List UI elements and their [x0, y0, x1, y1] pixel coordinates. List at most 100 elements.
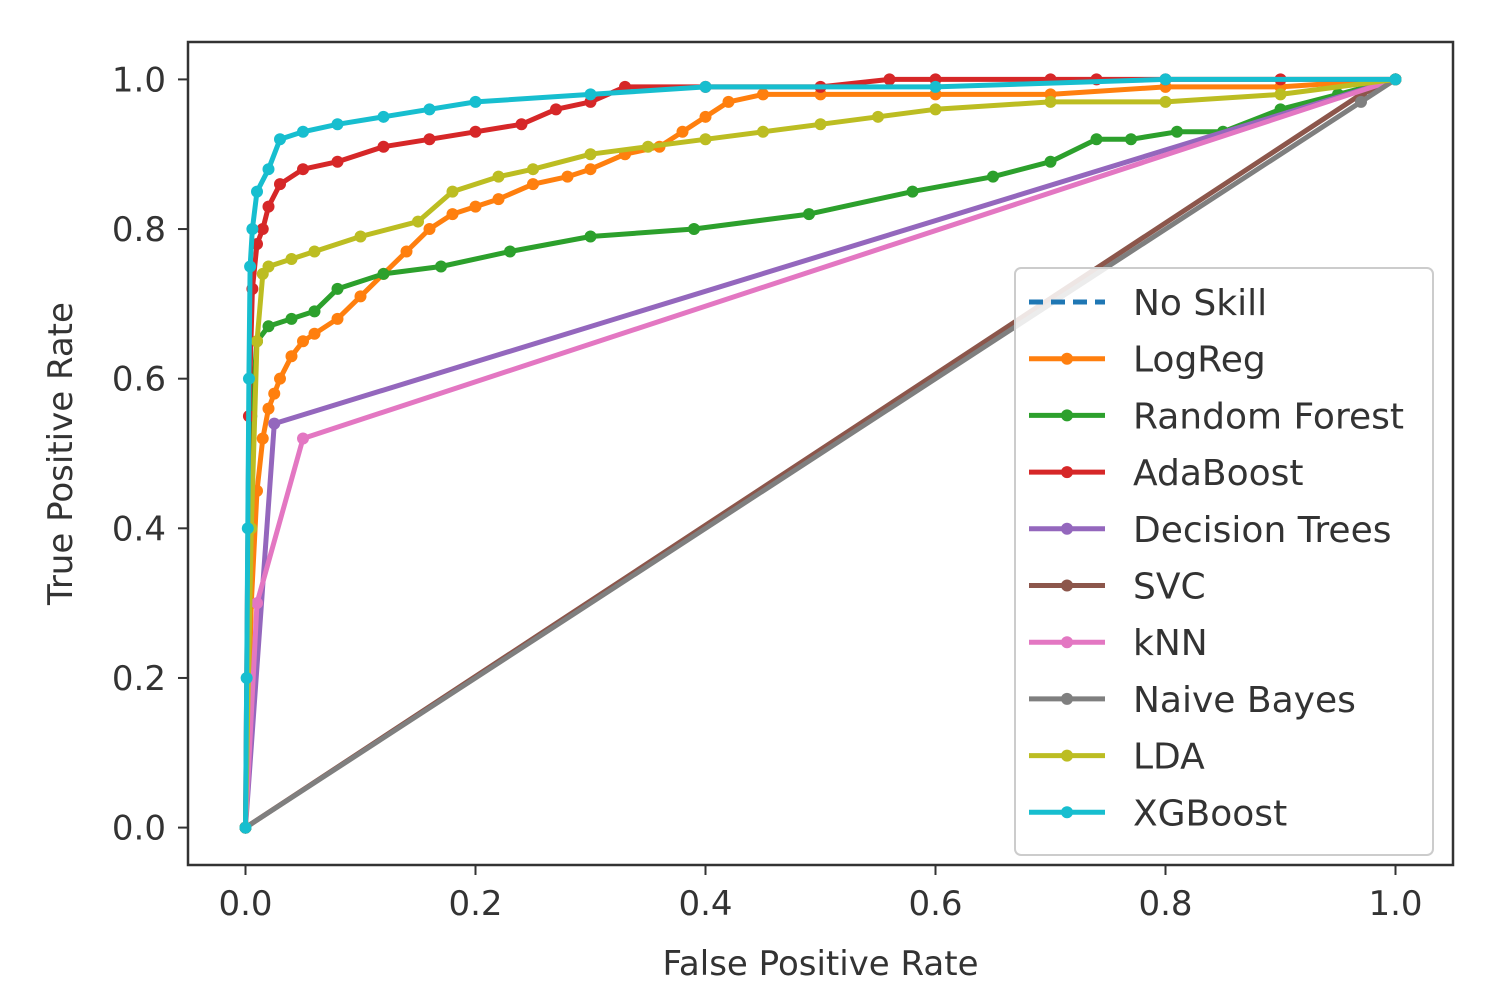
data-point	[262, 320, 275, 333]
plot-area	[239, 73, 1402, 834]
data-point	[446, 208, 459, 221]
data-point	[584, 230, 597, 243]
data-point	[1159, 73, 1172, 86]
data-point	[400, 245, 413, 258]
data-point	[929, 103, 942, 116]
legend-box	[1014, 267, 1434, 856]
data-point	[285, 252, 298, 265]
legend-item-svc: SVC	[1029, 567, 1206, 608]
data-point	[906, 185, 919, 198]
data-point	[492, 170, 505, 183]
legend-item-naive-bayes: Naive Bayes	[1029, 680, 1356, 721]
legend-item-xgboost: XGBoost	[1029, 793, 1287, 834]
legend-marker	[1061, 806, 1073, 819]
legend-item-random-forest: Random Forest	[1029, 396, 1404, 437]
data-point	[1159, 95, 1172, 108]
legend-label: No Skill	[1133, 283, 1267, 324]
data-point	[1389, 73, 1402, 86]
data-point	[244, 260, 257, 273]
x-tick-label: 0.6	[908, 884, 962, 924]
legend: No Skill LogReg Random Forest AdaBoost Decis…	[1014, 267, 1434, 856]
data-point	[274, 372, 286, 385]
legend-marker	[1061, 636, 1073, 649]
data-point	[262, 200, 275, 213]
legend-label: SVC	[1133, 567, 1206, 608]
data-point	[297, 125, 309, 138]
data-point	[814, 118, 827, 131]
data-point	[1274, 88, 1287, 101]
x-axis: 0.0 0.2 0.4 0.6 0.8 1.0	[218, 865, 1423, 924]
data-point	[412, 215, 424, 228]
y-tick-label: 1.0	[112, 60, 166, 100]
data-point	[331, 118, 344, 131]
data-point	[515, 118, 528, 131]
data-point	[268, 417, 281, 430]
y-axis-label: True Positive Rate	[41, 302, 81, 606]
legend-label: AdaBoost	[1133, 453, 1304, 494]
data-point	[423, 133, 436, 146]
data-point	[242, 372, 255, 385]
legend-label: XGBoost	[1133, 793, 1287, 834]
data-point	[699, 133, 712, 146]
legend-item-lda: LDA	[1029, 737, 1205, 778]
data-point	[642, 140, 654, 153]
x-tick-label: 0.2	[448, 884, 502, 924]
legend-label: LogReg	[1133, 340, 1266, 381]
data-point	[527, 163, 539, 176]
legend-label: LDA	[1133, 737, 1205, 778]
y-tick-label: 0.8	[112, 210, 166, 250]
data-point	[757, 125, 769, 138]
data-point	[1044, 155, 1057, 168]
legend-item-logreg: LogReg	[1029, 340, 1266, 381]
data-point	[240, 671, 253, 684]
data-point	[308, 245, 321, 258]
data-point	[262, 402, 275, 415]
data-point	[241, 522, 254, 535]
data-point	[561, 170, 574, 183]
data-point	[274, 178, 286, 191]
legend-marker	[1061, 522, 1073, 535]
data-point	[423, 223, 436, 236]
data-point	[527, 178, 539, 191]
data-point	[584, 88, 597, 101]
legend-marker	[1061, 352, 1073, 365]
series-line	[243, 77, 1397, 828]
legend-marker	[1061, 749, 1073, 762]
data-point	[354, 230, 367, 243]
x-axis-label: False Positive Rate	[663, 944, 979, 984]
data-point	[308, 327, 321, 340]
data-point	[297, 163, 309, 176]
data-point	[423, 103, 436, 116]
data-point	[268, 387, 281, 400]
y-axis: 0.0 0.2 0.4 0.6 0.8 1.0	[112, 60, 188, 849]
data-point	[274, 133, 286, 146]
x-tick-label: 0.8	[1138, 884, 1192, 924]
data-point	[699, 110, 712, 123]
data-point	[883, 73, 896, 86]
data-point	[757, 88, 769, 101]
x-tick-label: 0.4	[678, 884, 732, 924]
x-tick-label: 1.0	[1368, 884, 1422, 924]
data-point	[469, 125, 482, 138]
y-tick-label: 0.4	[112, 509, 166, 549]
legend-item-no-skill: No Skill	[1029, 283, 1267, 324]
y-tick-label: 0.2	[112, 659, 166, 699]
data-point	[354, 290, 367, 303]
data-point	[377, 267, 390, 280]
legend-label: Decision Trees	[1133, 510, 1391, 551]
data-point	[251, 597, 263, 610]
data-point	[584, 163, 597, 176]
legend-marker	[1061, 409, 1073, 422]
data-point	[987, 170, 999, 183]
data-point	[308, 305, 321, 318]
data-point	[331, 155, 344, 168]
data-point	[331, 312, 344, 325]
data-point	[1090, 133, 1103, 146]
legend-marker	[1061, 466, 1073, 479]
data-point	[469, 200, 482, 213]
data-point	[1171, 125, 1183, 138]
x-tick-label: 0.0	[218, 884, 272, 924]
legend-item-decision-trees: Decision Trees	[1029, 510, 1391, 551]
data-point	[1355, 95, 1367, 108]
